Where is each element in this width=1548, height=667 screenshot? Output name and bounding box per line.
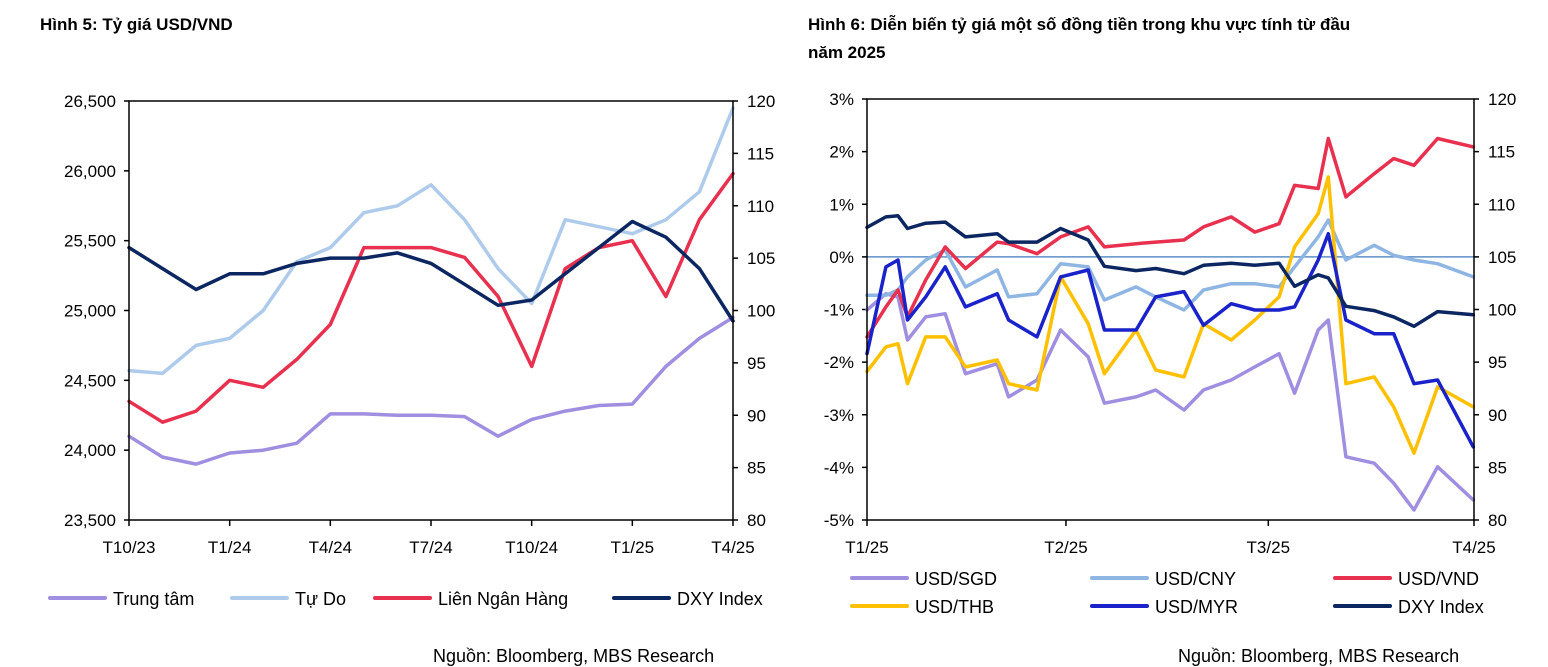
legend-label: DXY Index — [1398, 597, 1484, 617]
chart1: 23,500 24,000 24,500 25,000 25,500 26,000 26,5… — [48, 92, 775, 609]
right-tick-label: 105 — [747, 249, 775, 268]
legend-label: Liên Ngân Hàng — [438, 589, 568, 609]
x-tick-label: T4/25 — [1452, 538, 1495, 557]
right-tick-label: 90 — [747, 406, 766, 425]
series-line-t-do — [127, 106, 735, 376]
left-tick-label: 26,500 — [64, 92, 116, 111]
series-line-trung-t-m — [127, 315, 735, 466]
left-tick-label: -1% — [824, 301, 854, 320]
right-tick-label: 85 — [747, 459, 766, 478]
series-line-usd-vnd — [865, 136, 1476, 339]
left-tick-label: 0% — [829, 248, 854, 267]
legend-label: USD/VND — [1398, 569, 1479, 589]
x-tick-label: T7/24 — [409, 538, 452, 557]
plot-frame — [128, 100, 734, 521]
series-line-usd-sgd — [865, 291, 1476, 512]
left-tick-label: -5% — [824, 511, 854, 530]
left-tick-label: -3% — [824, 406, 854, 425]
x-tick-label: T1/24 — [208, 538, 251, 557]
plot-frame — [866, 98, 1475, 521]
series-line-usd-myr — [865, 231, 1476, 449]
left-tick-label: 3% — [829, 90, 854, 109]
chart1-source: Nguồn: Bloomberg, MBS Research — [433, 646, 714, 666]
left-tick-label: 25,500 — [64, 232, 116, 251]
right-tick-label: 100 — [1488, 301, 1516, 320]
right-tick-label: 85 — [1488, 458, 1507, 477]
legend-label: USD/THB — [915, 597, 994, 617]
series-line-dxy-index — [865, 214, 1476, 329]
x-tick-label: T10/23 — [103, 538, 156, 557]
left-tick-label: 24,500 — [64, 371, 116, 390]
legend-label: USD/MYR — [1155, 597, 1238, 617]
left-tick-label: 2% — [829, 143, 854, 162]
x-tick-label: T3/25 — [1247, 538, 1290, 557]
left-tick-label: 23,500 — [64, 511, 116, 530]
legend-label: Trung tâm — [113, 589, 194, 609]
right-tick-label: 100 — [747, 302, 775, 321]
right-tick-label: 95 — [1488, 353, 1507, 372]
chart1-title: Hình 5: Tỷ giá USD/VND — [40, 15, 233, 34]
x-tick-label: T1/25 — [845, 538, 888, 557]
chart2-title: Hình 6: Diễn biến tỷ giá một số đồng tiề… — [808, 15, 1350, 34]
chart2-source: Nguồn: Bloomberg, MBS Research — [1178, 646, 1459, 666]
right-tick-label: 115 — [747, 144, 774, 163]
series-line-li-n-ng-n-h-ng — [127, 171, 735, 424]
legend-label: USD/SGD — [915, 569, 997, 589]
left-tick-label: 1% — [829, 195, 854, 214]
x-tick-label: T4/25 — [711, 538, 754, 557]
left-tick-label: -4% — [824, 458, 854, 477]
left-tick-label: 25,000 — [64, 302, 116, 321]
chart2-title-line2: năm 2025 — [808, 43, 886, 62]
series-line-dxy-index — [127, 219, 735, 323]
chart2: -5% -4% -3% -2% -1% 0% 1% 2% 3% 80 85 90 95 100 105 110… — [824, 90, 1517, 617]
right-tick-label: 90 — [1488, 406, 1507, 425]
right-tick-label: 115 — [1488, 143, 1515, 162]
series-line-usd-thb — [865, 175, 1476, 455]
right-tick-label: 120 — [747, 92, 775, 111]
x-tick-label: T2/25 — [1044, 538, 1087, 557]
legend-label: DXY Index — [677, 589, 763, 609]
right-tick-label: 105 — [1488, 248, 1516, 267]
legend-label: Tự Do — [295, 589, 346, 609]
right-tick-label: 120 — [1488, 90, 1516, 109]
right-tick-label: 80 — [1488, 511, 1507, 530]
x-tick-label: T1/25 — [611, 538, 654, 557]
right-tick-label: 95 — [747, 354, 766, 373]
right-tick-label: 110 — [747, 197, 774, 216]
x-tick-label: T10/24 — [505, 538, 558, 557]
left-tick-label: 26,000 — [64, 162, 116, 181]
x-tick-label: T4/24 — [309, 538, 352, 557]
legend-label: USD/CNY — [1155, 569, 1236, 589]
right-tick-label: 80 — [747, 511, 766, 530]
left-tick-label: 24,000 — [64, 441, 116, 460]
right-tick-label: 110 — [1488, 195, 1515, 214]
left-tick-label: -2% — [824, 353, 854, 372]
